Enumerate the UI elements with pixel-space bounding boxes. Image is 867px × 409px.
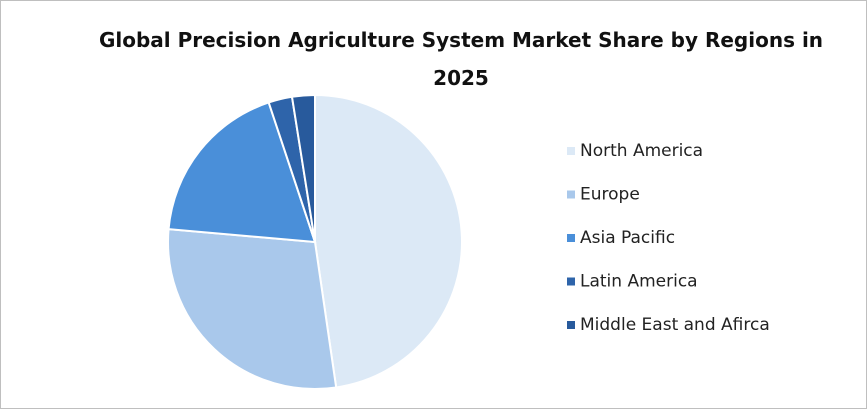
legend-label: North America [580, 141, 703, 161]
legend-label: Asia Pacific [580, 228, 675, 248]
legend-label: Middle East and Afirca [580, 315, 770, 335]
legend-label: Europe [580, 185, 640, 205]
pie-slice [290, 93, 316, 243]
legend-swatch [567, 234, 575, 242]
pie-slice [167, 101, 317, 244]
legend-swatch [567, 190, 575, 199]
chart-title: Global Precision Agriculture System Mark… [98, 28, 824, 90]
pie-slice [314, 93, 464, 389]
pie-slice [167, 228, 338, 390]
legend-swatch [567, 321, 575, 329]
legend-swatch [567, 277, 575, 286]
legend-swatch [567, 147, 575, 155]
legend-label: Latin America [580, 272, 698, 292]
